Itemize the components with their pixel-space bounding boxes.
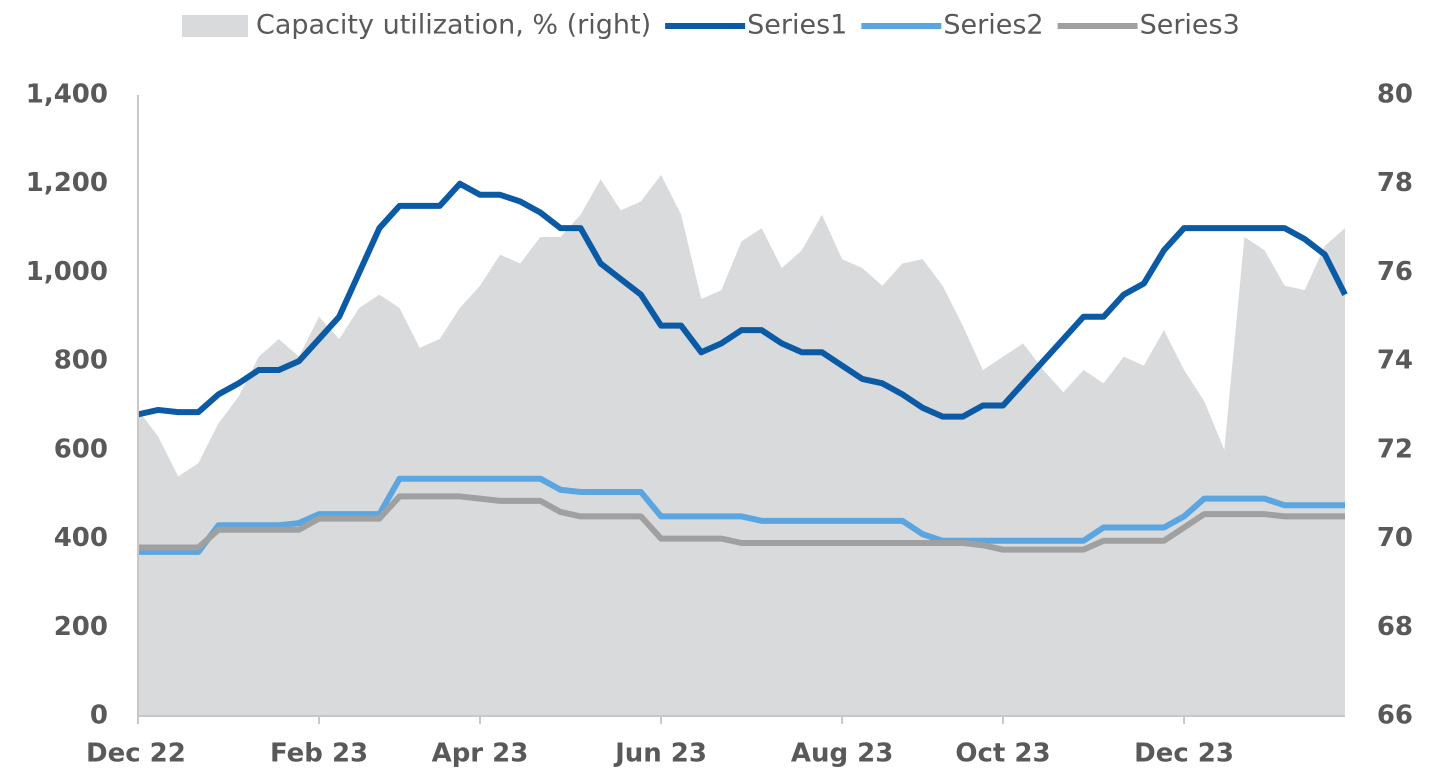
y-tick-label: 1,400 bbox=[26, 80, 108, 110]
x-tick-label: Dec 23 bbox=[1134, 739, 1234, 769]
y-tick-label: 1,000 bbox=[26, 257, 108, 287]
y2-tick-label: 74 bbox=[1377, 346, 1413, 376]
x-tick-label: Aug 23 bbox=[791, 739, 893, 769]
y-tick-label: 200 bbox=[54, 612, 108, 642]
line bbox=[137, 180, 1348, 420]
line bbox=[138, 475, 1345, 555]
y2-tick-label: 72 bbox=[1377, 434, 1413, 464]
y-tick-label: 600 bbox=[54, 434, 108, 464]
legend-label: Series2 bbox=[943, 10, 1043, 41]
y-tick-label: 400 bbox=[54, 523, 108, 553]
x-tick-label: Oct 23 bbox=[955, 739, 1050, 769]
legend-label: Series1 bbox=[747, 10, 847, 41]
y2-tick-label: 66 bbox=[1377, 701, 1413, 731]
area bbox=[138, 174, 1345, 717]
y2-tick-label: 68 bbox=[1377, 612, 1413, 642]
legend-label: Capacity utilization, % (right) bbox=[256, 10, 651, 41]
line bbox=[138, 493, 1345, 553]
x-tick-label: Feb 23 bbox=[270, 739, 368, 769]
x-tick-label: Jun 23 bbox=[613, 739, 707, 769]
y-tick-label: 800 bbox=[54, 346, 108, 376]
y2-tick-label: 80 bbox=[1377, 80, 1413, 110]
x-tick-label: Dec 22 bbox=[86, 739, 186, 769]
y2-tick-label: 78 bbox=[1377, 168, 1413, 198]
legend-label: Series3 bbox=[1140, 10, 1240, 41]
y2-tick-label: 70 bbox=[1377, 523, 1413, 553]
legend-swatch bbox=[182, 15, 248, 37]
y2-tick-label: 76 bbox=[1377, 257, 1413, 287]
y-tick-label: 0 bbox=[90, 701, 108, 731]
x-tick-label: Apr 23 bbox=[432, 739, 529, 769]
y-tick-label: 1,200 bbox=[26, 168, 108, 198]
